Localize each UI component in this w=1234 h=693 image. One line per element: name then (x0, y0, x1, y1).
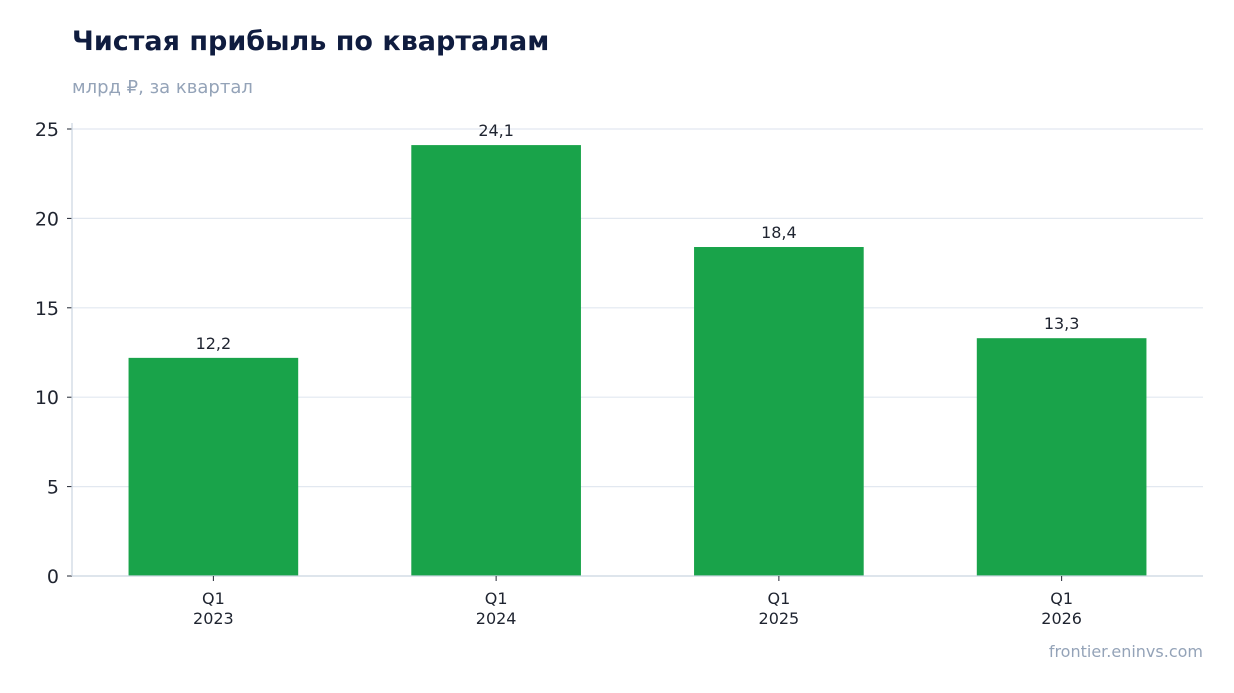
bar (976, 338, 1147, 576)
chart-title: Чистая прибыль по кварталам (72, 26, 550, 57)
y-tick-label: 10 (35, 387, 59, 409)
bar-value-label: 18,4 (761, 223, 797, 242)
axes (67, 123, 1203, 581)
y-tick-label: 15 (35, 298, 59, 320)
x-tick-label: Q1 2026 (1041, 589, 1082, 628)
labels: 0 5 10 15 20 25 12,2 Q1 2023 24,1 Q1 2024 18,4 Q1 2025… (35, 119, 1082, 628)
bar-value-label: 13,3 (1044, 314, 1080, 333)
x-tick-label: Q1 2024 (476, 589, 517, 628)
bar-value-label: 12,2 (196, 334, 232, 353)
bar (411, 145, 581, 577)
x-tick-label: Q1 2025 (759, 589, 800, 628)
y-tick-label: 5 (47, 477, 59, 499)
source-credit: frontier.eninvs.com (1048, 642, 1203, 661)
bar (694, 247, 864, 576)
y-tick-label: 25 (35, 119, 59, 141)
chart-subtitle: млрд ₽, за квартал (72, 77, 253, 98)
bar (128, 357, 299, 576)
bar-value-label: 24,1 (478, 121, 514, 140)
y-tick-label: 20 (35, 208, 59, 230)
y-tick-label: 0 (47, 566, 59, 588)
x-tick-label: Q1 2023 (193, 589, 234, 628)
bars (128, 145, 1147, 577)
